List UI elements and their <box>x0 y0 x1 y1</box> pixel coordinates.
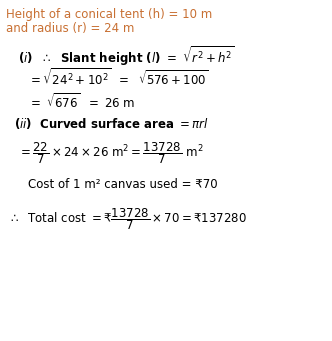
Text: $= \dfrac{22}{7} \times 24 \times 26\ \mathrm{m}^2 = \dfrac{13728}{7}\ \mathrm{m: $= \dfrac{22}{7} \times 24 \times 26\ \m… <box>18 140 204 166</box>
Text: $=$ $\sqrt{676}$  $=$ 26 m: $=$ $\sqrt{676}$ $=$ 26 m <box>28 92 135 111</box>
Text: ($ii$)  Curved surface area $= \pi rl$: ($ii$) Curved surface area $= \pi rl$ <box>14 116 209 131</box>
Text: $=\sqrt{24^2+10^2}$  $=$  $\sqrt{576+100}$: $=\sqrt{24^2+10^2}$ $=$ $\sqrt{576+100}$ <box>28 68 209 89</box>
Text: Height of a conical tent (h) = 10 m: Height of a conical tent (h) = 10 m <box>6 8 212 21</box>
Text: $\therefore$  Total cost $= ₹\dfrac{13728}{7} \times 70 = $₹137280: $\therefore$ Total cost $= ₹\dfrac{13728… <box>8 206 247 232</box>
Text: ($i$)  $\therefore$  Slant height ($l$) $=$ $\sqrt{r^2+h^2}$: ($i$) $\therefore$ Slant height ($l$) $=… <box>18 44 235 68</box>
Text: Cost of 1 m² canvas used = ₹70: Cost of 1 m² canvas used = ₹70 <box>28 178 217 191</box>
Text: and radius (r) = 24 m: and radius (r) = 24 m <box>6 22 134 35</box>
